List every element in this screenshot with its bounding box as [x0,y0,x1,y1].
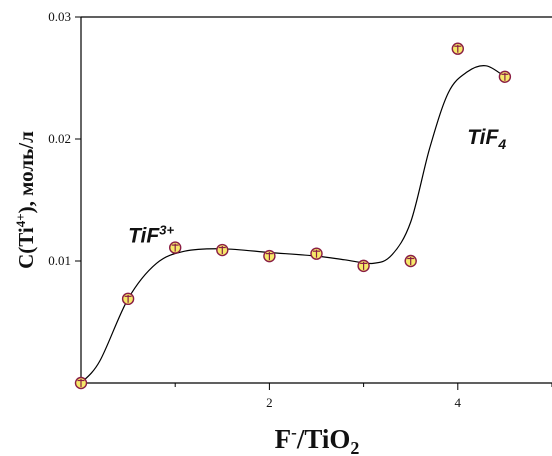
annotations-layer: TiF3+ TiF4 [128,126,506,248]
annotation-label: TiF3+ [128,223,174,248]
x-tick-label: 2 [266,395,273,410]
data-point [263,249,276,263]
data-point [404,254,417,268]
data-point [216,243,229,257]
data-point [357,259,370,273]
annotation-label: TiF4 [467,126,506,152]
axes: 0.01 0.02 0.03 2 4 [48,9,552,410]
data-points-layer [74,42,512,390]
fit-curve [80,65,506,384]
x-axis-title: F-/TiO2 [275,423,360,456]
y-tick-label: 0.02 [48,131,71,146]
data-point [121,292,135,306]
y-tick-label: 0.01 [48,253,71,268]
axis-titles-layer: F-/TiO2 C(Ti4+), моль/л [13,131,359,456]
data-point [168,241,182,254]
x-tick-label: 4 [455,395,462,410]
data-point [498,70,512,83]
y-axis-title: C(Ti4+), моль/л [13,131,38,269]
y-tick-label: 0.03 [48,9,71,24]
data-point [310,247,323,260]
data-point [74,376,88,390]
fit-curve-layer [80,65,506,384]
data-point [451,42,464,55]
